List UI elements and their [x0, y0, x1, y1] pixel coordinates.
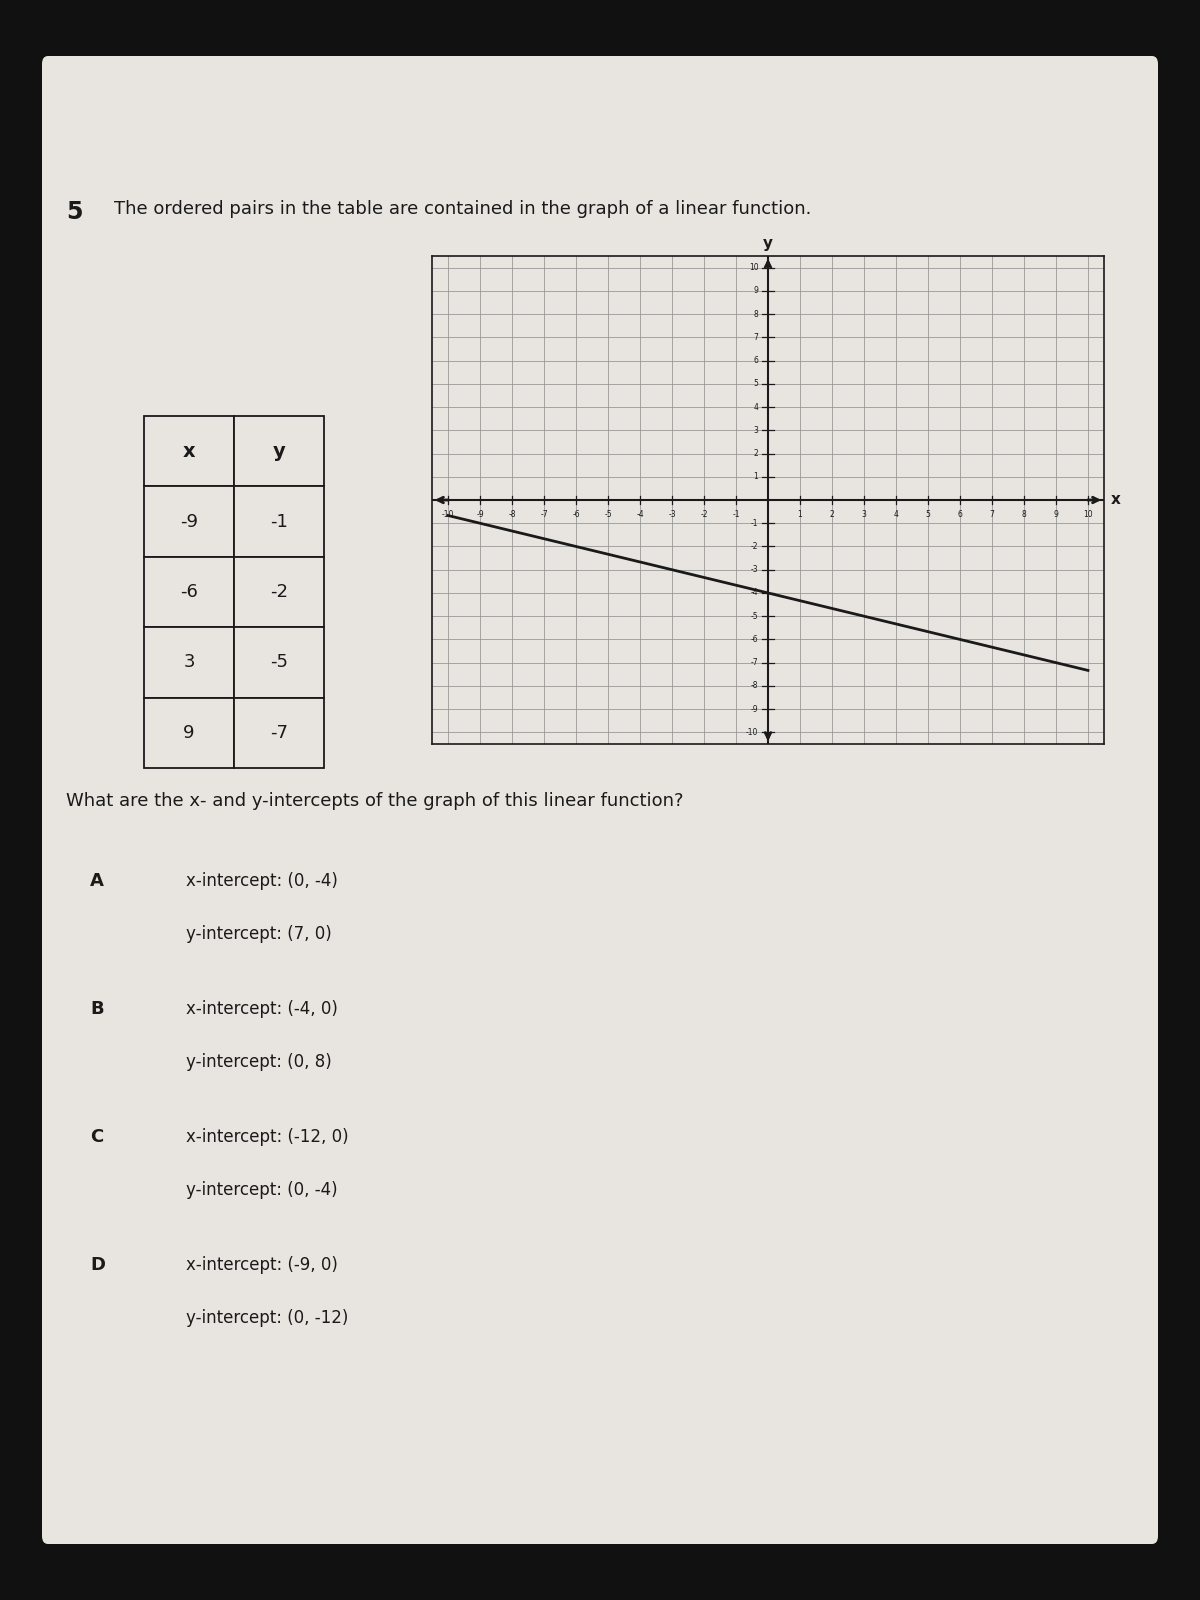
- Text: x-intercept: (0, -4): x-intercept: (0, -4): [186, 872, 338, 890]
- Text: B: B: [90, 1000, 103, 1018]
- Text: -9: -9: [476, 510, 484, 520]
- Text: -1: -1: [751, 518, 758, 528]
- Text: 10: 10: [749, 262, 758, 272]
- Text: 4: 4: [754, 403, 758, 411]
- Bar: [144, 627, 234, 698]
- Bar: [234, 557, 324, 627]
- Text: 6: 6: [754, 357, 758, 365]
- Text: -6: -6: [751, 635, 758, 643]
- Text: -1: -1: [270, 512, 288, 531]
- Text: The ordered pairs in the table are contained in the graph of a linear function.: The ordered pairs in the table are conta…: [114, 200, 811, 218]
- Bar: [144, 698, 234, 768]
- Text: -7: -7: [751, 658, 758, 667]
- Text: -3: -3: [668, 510, 676, 520]
- Text: 3: 3: [754, 426, 758, 435]
- Text: 5: 5: [925, 510, 930, 520]
- Text: 6: 6: [958, 510, 962, 520]
- Text: -2: -2: [701, 510, 708, 520]
- Bar: [234, 627, 324, 698]
- Text: -9: -9: [180, 512, 198, 531]
- Text: 7: 7: [990, 510, 995, 520]
- Bar: [234, 486, 324, 557]
- Text: y-intercept: (7, 0): y-intercept: (7, 0): [186, 925, 331, 942]
- Text: -2: -2: [751, 542, 758, 550]
- Text: 10: 10: [1084, 510, 1093, 520]
- FancyBboxPatch shape: [42, 56, 1158, 1544]
- Text: -3: -3: [751, 565, 758, 574]
- Text: What are the x- and y-intercepts of the graph of this linear function?: What are the x- and y-intercepts of the …: [66, 792, 684, 810]
- Text: -4: -4: [751, 589, 758, 597]
- Text: C: C: [90, 1128, 103, 1146]
- Text: x: x: [182, 442, 196, 461]
- Bar: [234, 698, 324, 768]
- Bar: [144, 416, 234, 486]
- Text: -1: -1: [732, 510, 739, 520]
- Text: -7: -7: [540, 510, 548, 520]
- Text: -2: -2: [270, 582, 288, 602]
- Text: 2: 2: [829, 510, 834, 520]
- Text: 8: 8: [754, 309, 758, 318]
- Bar: [144, 486, 234, 557]
- Text: -4: -4: [636, 510, 644, 520]
- Text: y: y: [272, 442, 286, 461]
- Text: D: D: [90, 1256, 106, 1274]
- Text: 2: 2: [754, 450, 758, 458]
- Text: -8: -8: [751, 682, 758, 691]
- Text: y-intercept: (0, 8): y-intercept: (0, 8): [186, 1053, 331, 1070]
- Text: -10: -10: [442, 510, 454, 520]
- Text: 9: 9: [184, 723, 194, 742]
- Text: 1: 1: [754, 472, 758, 482]
- Bar: [234, 416, 324, 486]
- Text: 3: 3: [862, 510, 866, 520]
- Text: 7: 7: [754, 333, 758, 342]
- Text: 8: 8: [1021, 510, 1026, 520]
- Text: -9: -9: [751, 704, 758, 714]
- Text: 5: 5: [754, 379, 758, 389]
- Text: x-intercept: (-12, 0): x-intercept: (-12, 0): [186, 1128, 349, 1146]
- Text: 9: 9: [754, 286, 758, 296]
- Text: -5: -5: [270, 653, 288, 672]
- Text: y: y: [763, 237, 773, 251]
- Text: -6: -6: [572, 510, 580, 520]
- Text: 1: 1: [798, 510, 803, 520]
- Text: -6: -6: [180, 582, 198, 602]
- Text: -7: -7: [270, 723, 288, 742]
- Text: 3: 3: [184, 653, 194, 672]
- Text: 5: 5: [66, 200, 83, 224]
- Text: A: A: [90, 872, 104, 890]
- Text: -5: -5: [751, 611, 758, 621]
- Text: -10: -10: [746, 728, 758, 738]
- Text: x: x: [1110, 493, 1121, 507]
- Text: y-intercept: (0, -12): y-intercept: (0, -12): [186, 1309, 348, 1326]
- Bar: [144, 557, 234, 627]
- Text: x-intercept: (-4, 0): x-intercept: (-4, 0): [186, 1000, 338, 1018]
- Text: 9: 9: [1054, 510, 1058, 520]
- Text: -8: -8: [509, 510, 516, 520]
- Text: x-intercept: (-9, 0): x-intercept: (-9, 0): [186, 1256, 338, 1274]
- Text: y-intercept: (0, -4): y-intercept: (0, -4): [186, 1181, 337, 1198]
- Text: 4: 4: [894, 510, 899, 520]
- Text: -5: -5: [604, 510, 612, 520]
